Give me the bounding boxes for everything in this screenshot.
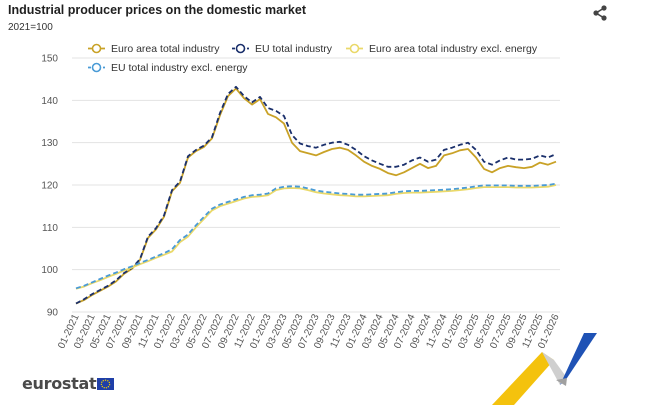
legend-marker	[235, 43, 246, 54]
series-line-3	[75, 184, 557, 290]
eurostat-logo-text: eurostat	[22, 374, 97, 393]
y-tick-label: 120	[41, 181, 58, 192]
y-tick-label: 90	[47, 308, 59, 319]
y-tick-label: 150	[41, 54, 58, 65]
y-tick-label: 130	[41, 138, 58, 149]
legend-marker	[91, 43, 102, 54]
decorative-ribbon-graphic	[492, 333, 597, 405]
legend-marker	[349, 43, 360, 54]
series-line-1	[75, 87, 557, 305]
y-tick-label: 100	[41, 265, 58, 276]
legend-label: EU total industry excl. energy	[111, 62, 248, 74]
y-tick-label: 140	[41, 96, 58, 107]
legend-label: EU total industry	[255, 43, 333, 55]
legend-marker	[91, 62, 102, 73]
share-icon[interactable]	[591, 4, 609, 22]
series-line-2	[75, 85, 557, 305]
legend-label: Euro area total industry	[111, 43, 220, 55]
y-tick-label: 110	[42, 223, 58, 234]
eu-flag-icon	[97, 378, 114, 390]
series-line-4	[75, 182, 557, 290]
chart-subtitle: 2021=100	[8, 22, 53, 33]
legend-label: Euro area total industry excl. energy	[369, 43, 538, 55]
chart-title: Industrial producer prices on the domest…	[8, 3, 306, 17]
